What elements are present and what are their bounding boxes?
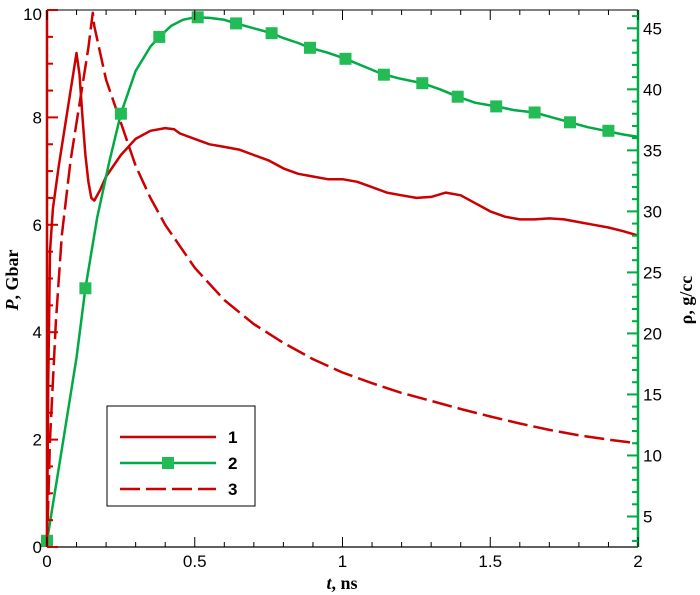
y-right-tick-label: 30 bbox=[643, 202, 662, 221]
y-right-tick-label: 10 bbox=[643, 446, 662, 465]
series-2-marker bbox=[339, 52, 352, 65]
series-2-marker bbox=[79, 282, 92, 295]
y-axis-left-title: P, Gbar bbox=[2, 249, 22, 311]
y-right-tick-label: 40 bbox=[643, 80, 662, 99]
series-3-line bbox=[45, 11, 639, 548]
axes-layer bbox=[45, 9, 640, 548]
x-tick-label: 0 bbox=[42, 552, 51, 571]
series-2-marker bbox=[602, 124, 615, 137]
series-2-marker bbox=[191, 11, 204, 24]
markers-layer bbox=[41, 11, 615, 547]
y-left-tick-label: 4 bbox=[33, 323, 42, 342]
legend-label-3: 3 bbox=[228, 480, 237, 499]
series-2-marker bbox=[153, 30, 166, 43]
y-left-tick-label: 8 bbox=[33, 108, 42, 127]
series-2-marker bbox=[490, 100, 503, 113]
y-left-tick-label: 2 bbox=[33, 431, 42, 450]
series-2-marker bbox=[230, 17, 243, 30]
y-axis-right-title: ρ, g/cc bbox=[676, 276, 696, 325]
series-2-marker bbox=[528, 106, 541, 119]
x-tick-label: 2 bbox=[633, 552, 642, 571]
series-2-marker bbox=[451, 90, 464, 103]
x-tick-label: 1 bbox=[338, 552, 347, 571]
y-right-tick-label: 25 bbox=[643, 263, 662, 282]
y-left-tick-label: 6 bbox=[33, 216, 42, 235]
series-2-marker bbox=[114, 107, 127, 120]
series-2-marker bbox=[416, 77, 429, 90]
y-left-tick-label: 0 bbox=[33, 538, 42, 557]
x-tick-label: 0.5 bbox=[183, 552, 207, 571]
series-2-marker bbox=[377, 68, 390, 81]
y-right-tick-label: 20 bbox=[643, 324, 662, 343]
y-right-tick-label: 5 bbox=[643, 507, 652, 526]
legend-label-1: 1 bbox=[228, 428, 237, 447]
series-2-marker bbox=[304, 41, 316, 54]
series-2-marker bbox=[564, 116, 576, 129]
y-right-tick-label: 35 bbox=[643, 141, 662, 160]
y-left-tick-label: 10 bbox=[23, 5, 42, 24]
y-right-tick-label: 45 bbox=[643, 19, 662, 38]
series-1-line bbox=[45, 51, 639, 548]
legend-marker-2 bbox=[162, 457, 174, 469]
x-tick-label: 1.5 bbox=[478, 552, 502, 571]
legend: 1 2 3 bbox=[106, 405, 256, 507]
x-axis-title: t, ns bbox=[326, 573, 357, 593]
series-2-marker bbox=[265, 27, 278, 40]
y-right-tick-label: 15 bbox=[643, 385, 662, 404]
legend-label-2: 2 bbox=[228, 454, 237, 473]
